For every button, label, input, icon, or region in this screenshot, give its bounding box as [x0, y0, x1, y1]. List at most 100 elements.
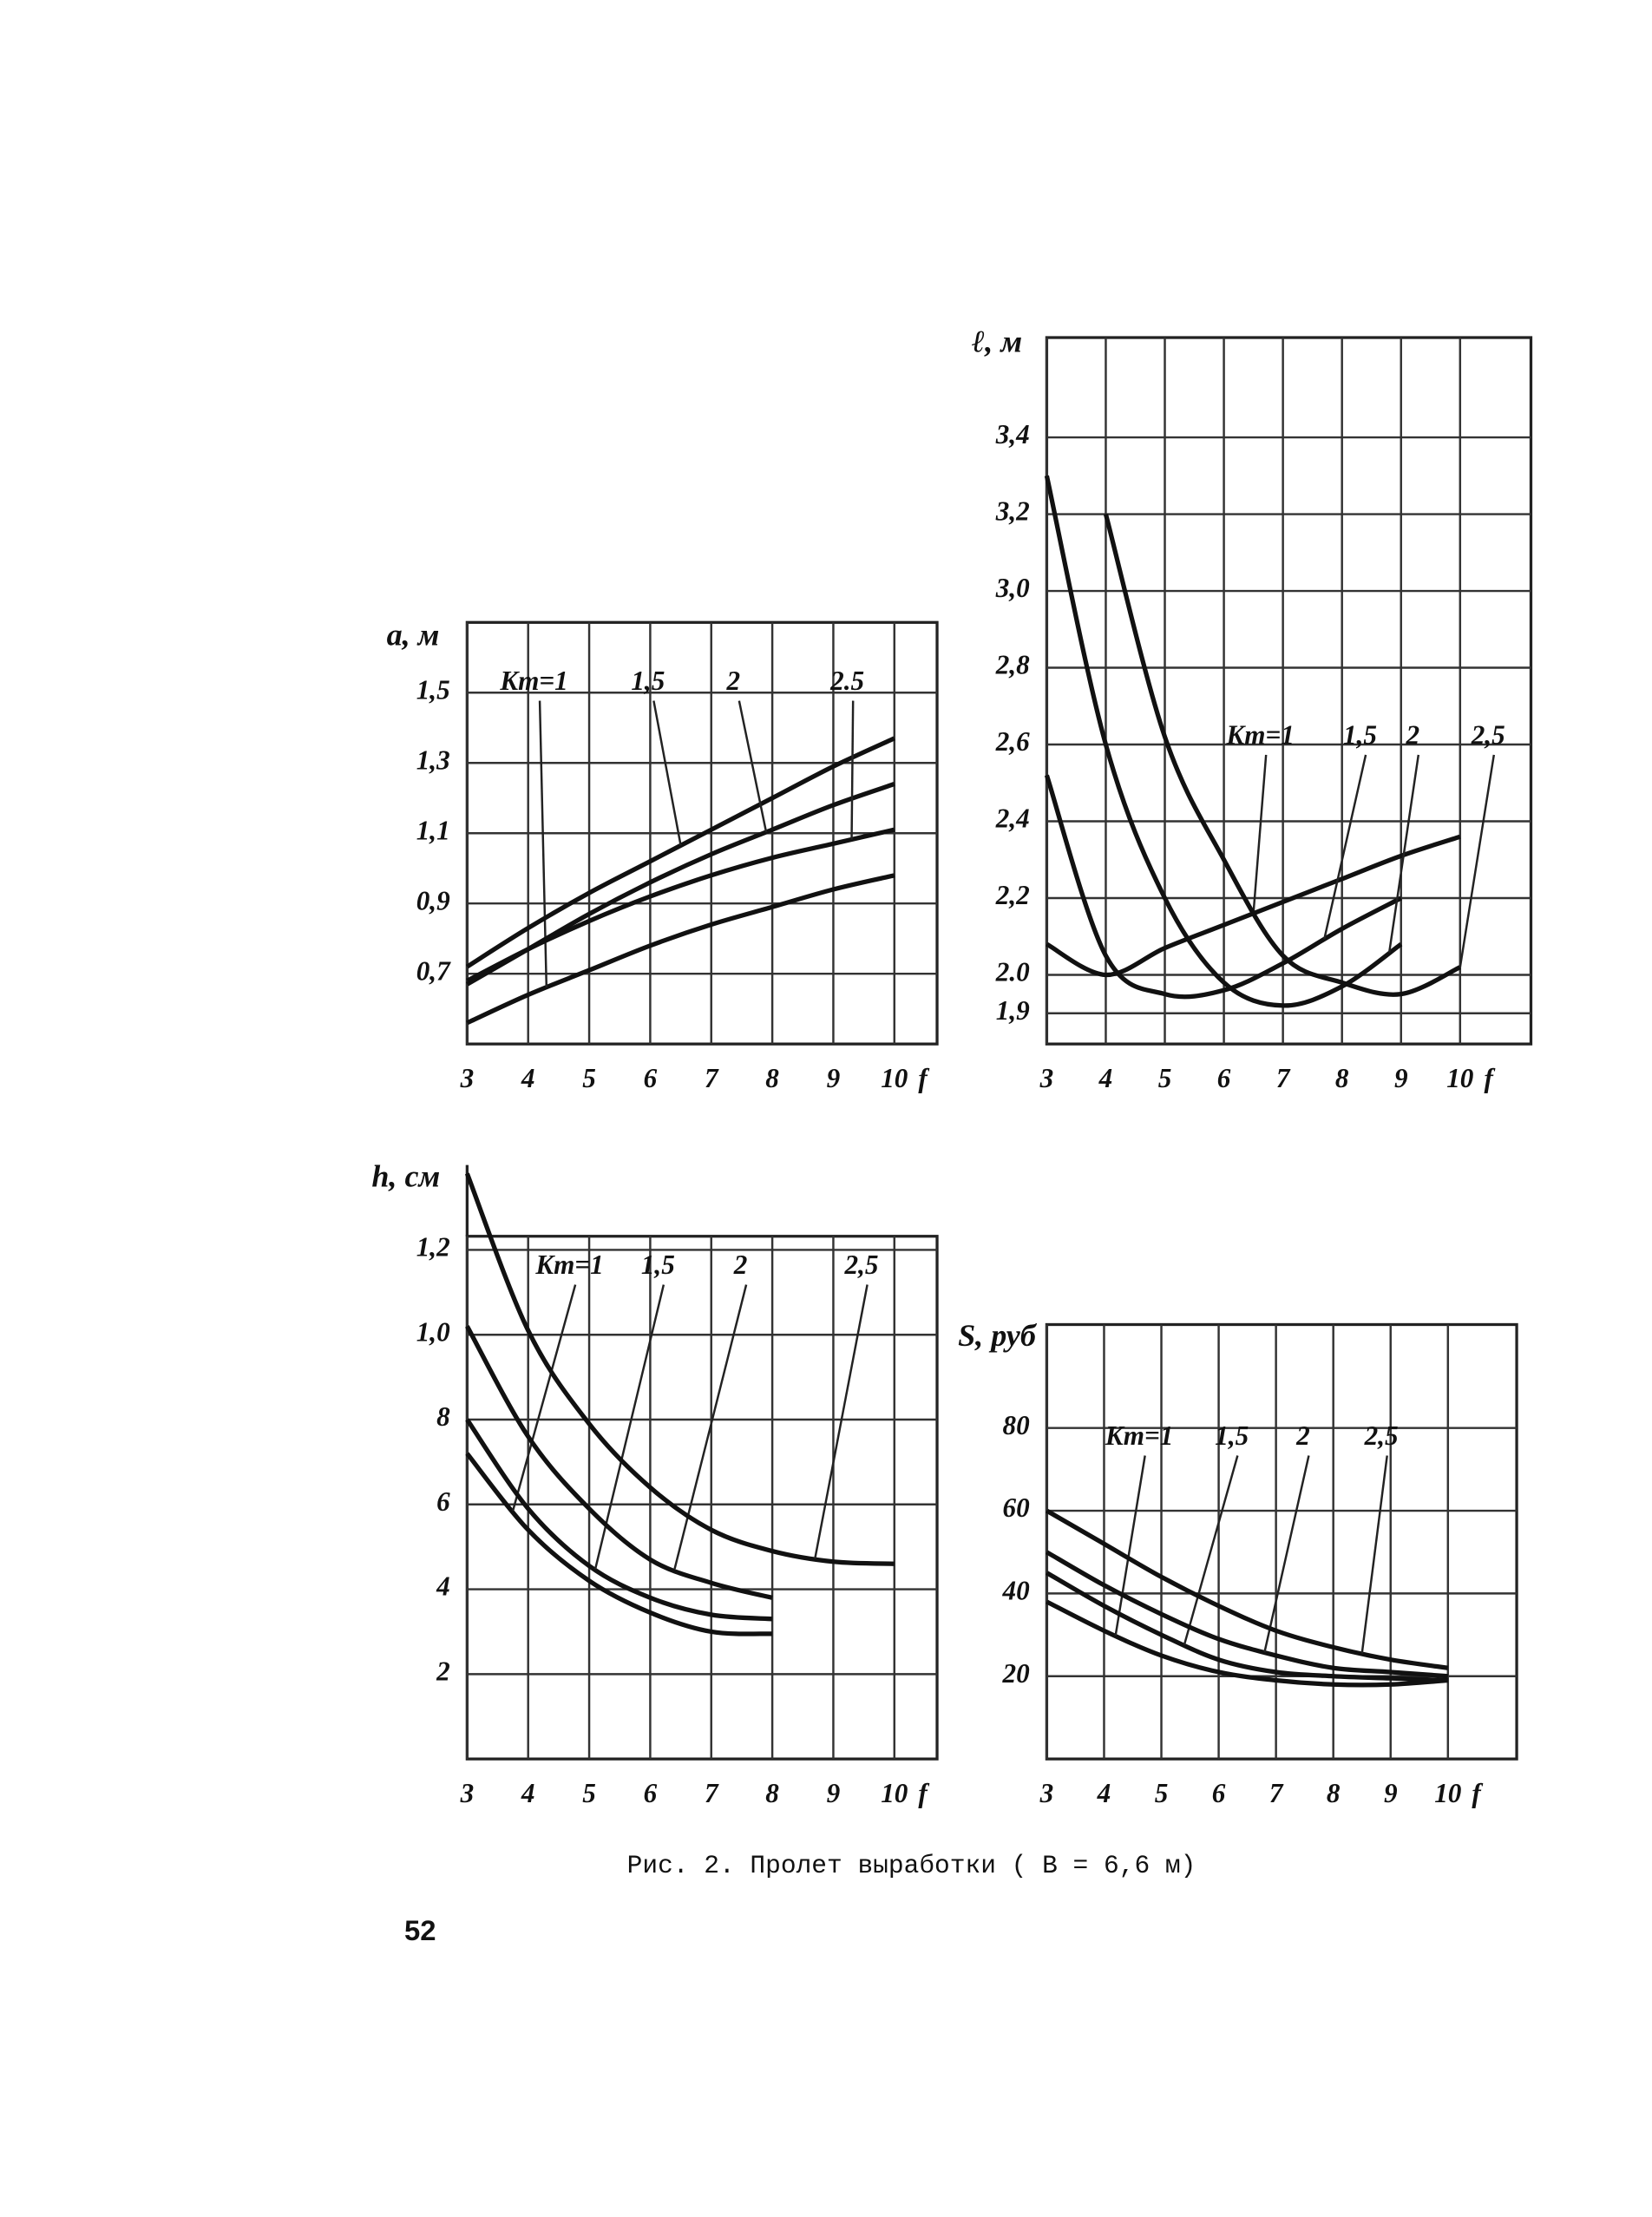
x-tick-label: 9: [827, 1778, 841, 1808]
x-tick-label: 8: [765, 1063, 779, 1093]
y-tick-label: 1,9: [996, 995, 1030, 1026]
series-line: [1046, 1571, 1448, 1683]
y-tick-label: 3,4: [995, 419, 1030, 449]
y-tick-label: 1,3: [416, 744, 450, 775]
y-tick-label: 2,4: [995, 803, 1030, 834]
series-line: [1044, 774, 1402, 1000]
y-tick-label: 8: [436, 1401, 450, 1432]
x-tick-label: 7: [1276, 1063, 1291, 1093]
y-tick-label: 1,0: [416, 1316, 450, 1347]
y-axis-label: ℓ, м: [972, 325, 1022, 359]
series-line: [466, 873, 895, 1026]
legend-label: Kт=1: [499, 666, 567, 696]
x-axis-label: f: [1484, 1063, 1495, 1093]
leader-line: [1360, 1455, 1388, 1654]
x-tick-label: 10: [881, 1063, 908, 1093]
x-tick-label: 10: [1446, 1063, 1474, 1093]
leader-line: [814, 1284, 869, 1559]
x-tick-label: 4: [521, 1063, 535, 1093]
leader-line: [593, 1284, 665, 1570]
leader-line: [1114, 1455, 1146, 1637]
y-tick-label: 60: [1003, 1492, 1031, 1523]
series-line: [1046, 1550, 1448, 1679]
x-tick-label: 6: [644, 1778, 658, 1808]
legend-label: 2,5: [844, 1250, 879, 1280]
y-tick-label: 2: [436, 1656, 450, 1686]
x-tick-label: 9: [1384, 1778, 1398, 1808]
legend-label: 1,5: [1215, 1420, 1249, 1451]
legend-label: 2: [1295, 1420, 1310, 1451]
series-line: [465, 736, 895, 969]
x-tick-label: 9: [827, 1063, 841, 1093]
leader-line: [1459, 754, 1496, 967]
legend-label: 2: [726, 666, 741, 696]
x-tick-label: 8: [1335, 1063, 1349, 1093]
x-tick-label: 9: [1394, 1063, 1408, 1093]
x-tick-label: 4: [1098, 1063, 1113, 1093]
x-tick-label: 7: [1269, 1778, 1284, 1808]
caption: Рис. 2. Пролет выработки ( В = 6,6 м): [627, 1851, 1196, 1880]
x-tick-label: 3: [460, 1778, 475, 1808]
x-tick-label: 5: [1158, 1063, 1172, 1093]
series-line: [466, 827, 895, 983]
x-tick-label: 3: [1039, 1063, 1054, 1093]
x-tick-label: 10: [1434, 1778, 1462, 1808]
leader-line: [738, 700, 768, 833]
x-tick-label: 3: [460, 1063, 475, 1093]
y-tick-label: 40: [1002, 1576, 1031, 1606]
series-line: [465, 1325, 773, 1600]
x-tick-label: 4: [521, 1778, 535, 1808]
y-tick-label: 1,2: [416, 1232, 450, 1263]
leader-line: [652, 700, 682, 846]
x-tick-label: 10: [881, 1778, 908, 1808]
x-tick-label: 5: [1155, 1778, 1169, 1808]
legend-label: 2,5: [1471, 719, 1505, 750]
series-line: [465, 1452, 773, 1637]
page-number: 52: [404, 1914, 436, 1946]
x-tick-label: 5: [582, 1063, 596, 1093]
y-axis-label: S, руб: [958, 1318, 1038, 1353]
x-tick-label: 8: [765, 1778, 779, 1808]
legend-label: 2: [733, 1250, 748, 1280]
y-axis-label: h, см: [371, 1158, 440, 1193]
leader-line: [850, 700, 855, 840]
y-axis-label: a, м: [387, 618, 440, 653]
y-tick-label: 0,9: [416, 885, 450, 915]
x-tick-label: 8: [1327, 1778, 1341, 1808]
leader-line: [1183, 1455, 1239, 1645]
x-axis-label: f: [1472, 1778, 1483, 1808]
y-tick-label: 3,0: [995, 573, 1030, 603]
x-tick-label: 5: [582, 1778, 596, 1808]
y-tick-label: 1,1: [416, 815, 450, 845]
legend-label: Kт=1: [1225, 719, 1294, 750]
y-tick-label: 2.0: [995, 957, 1030, 987]
legend-label: 2,5: [1364, 1420, 1399, 1451]
legend-label: 2: [1405, 719, 1419, 750]
x-tick-label: 3: [1039, 1778, 1054, 1808]
y-tick-label: 3,2: [995, 496, 1030, 527]
leader-line: [511, 1284, 577, 1512]
y-tick-label: 2,8: [995, 650, 1030, 680]
legend-label: 1,5: [631, 666, 665, 696]
y-tick-label: 0,7: [416, 955, 451, 986]
series-line: [1044, 475, 1403, 1008]
y-tick-label: 80: [1003, 1410, 1031, 1440]
leader-line: [1252, 754, 1268, 914]
y-tick-label: 6: [436, 1486, 450, 1517]
x-tick-label: 7: [705, 1063, 719, 1093]
legend-label: 1,5: [1343, 719, 1377, 750]
y-tick-label: 2,6: [995, 726, 1030, 757]
leader-line: [1387, 754, 1420, 954]
legend-label: Kт=1: [1105, 1420, 1173, 1451]
legend-label: 1,5: [641, 1250, 675, 1280]
series-line: [1046, 1599, 1448, 1688]
x-tick-label: 4: [1097, 1778, 1111, 1808]
legend-label: Kт=1: [534, 1250, 603, 1280]
leader-line: [1323, 754, 1367, 940]
leader-line: [673, 1284, 748, 1570]
series-line: [1103, 513, 1461, 997]
x-tick-label: 6: [644, 1063, 658, 1093]
